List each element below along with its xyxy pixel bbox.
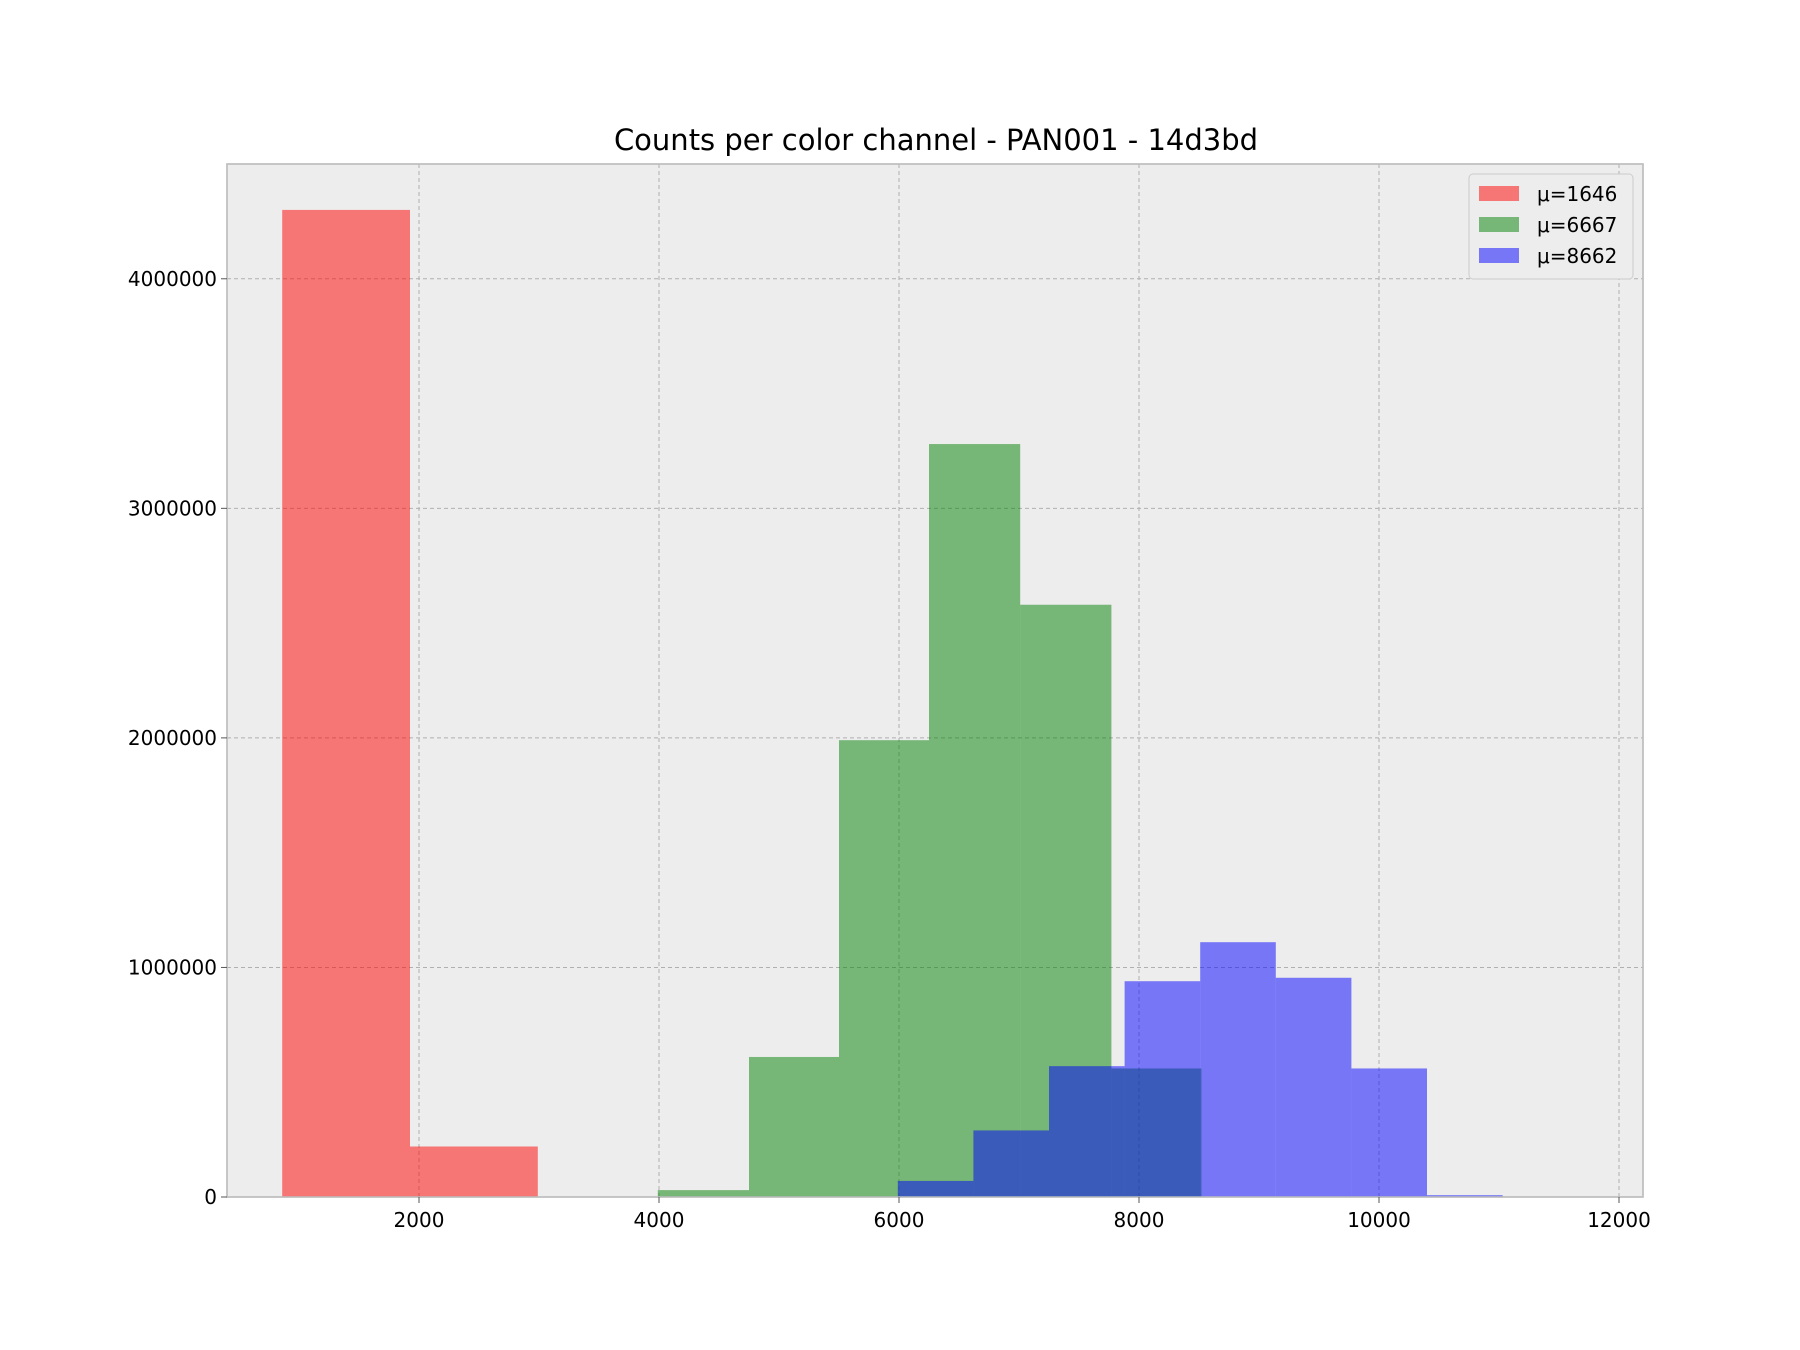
bar-series-2-bin-3 xyxy=(839,740,929,1197)
y-axis: 0 1000000 2000000 3000000 4000000 xyxy=(128,267,227,1209)
legend-label: μ=1646 xyxy=(1537,182,1617,206)
bar-series-2-bin-2 xyxy=(749,1056,839,1197)
y-tick-label: 0 xyxy=(204,1185,217,1209)
x-axis: 2000 4000 6000 8000 10000 12000 xyxy=(394,1197,1651,1232)
bar-series-3-bin-8 xyxy=(1427,1195,1503,1197)
chart-title: Counts per color channel - PAN001 - 14d3… xyxy=(614,123,1258,157)
legend: μ=1646 μ=6667 μ=8662 xyxy=(1468,173,1634,280)
bar-series-3-bin-5 xyxy=(1200,942,1276,1197)
bar-series-3-bin-1 xyxy=(897,1180,974,1197)
bar-series-2-bin-4 xyxy=(929,444,1021,1198)
bar-series-3-bin-2 xyxy=(973,1130,1049,1197)
x-tick-label: 4000 xyxy=(634,1208,685,1232)
x-tick-label: 8000 xyxy=(1114,1208,1165,1232)
plot-frame xyxy=(226,163,1644,1198)
x-tick-label: 6000 xyxy=(874,1208,925,1232)
bar-series-3-bin-6 xyxy=(1275,977,1352,1197)
bar-series-3-bin-7 xyxy=(1351,1068,1427,1197)
legend-label: μ=8662 xyxy=(1537,244,1617,268)
x-tick-label: 10000 xyxy=(1347,1208,1411,1232)
bar-series-1-bin-2 xyxy=(410,1146,538,1197)
y-tick-label: 4000000 xyxy=(128,267,217,291)
y-tick-label: 1000000 xyxy=(128,955,217,979)
y-tick-label: 3000000 xyxy=(128,496,217,520)
legend-swatch xyxy=(1479,186,1519,201)
histogram-bars xyxy=(282,209,1503,1198)
y-tick-label: 2000000 xyxy=(128,726,217,750)
bar-series-3-bin-4 xyxy=(1124,981,1201,1197)
legend-label: μ=6667 xyxy=(1537,213,1617,237)
x-tick-label: 12000 xyxy=(1587,1208,1651,1232)
bar-series-1-bin-1 xyxy=(282,209,410,1197)
bar-series-2-bin-1 xyxy=(657,1190,749,1197)
bar-series-3-bin-3 xyxy=(1049,1066,1125,1197)
legend-swatch xyxy=(1479,248,1519,263)
legend-swatch xyxy=(1479,217,1519,232)
x-tick-label: 2000 xyxy=(394,1208,445,1232)
